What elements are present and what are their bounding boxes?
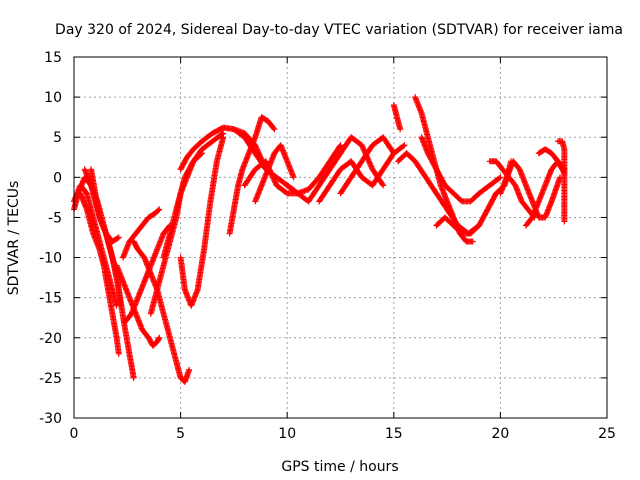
series-arc-03 <box>77 190 122 357</box>
y-tick-label: -20 <box>39 331 62 347</box>
data-points <box>71 94 568 385</box>
series-arc-14 <box>226 114 278 237</box>
x-tick-label: 5 <box>176 426 185 442</box>
data-point <box>115 234 122 241</box>
x-tick-label: 10 <box>278 426 296 442</box>
series-arc-07 <box>113 262 163 349</box>
series-arc-17 <box>252 142 297 205</box>
x-tick-label: 0 <box>70 426 79 442</box>
y-tick-label: -5 <box>48 210 62 226</box>
data-point <box>290 174 297 181</box>
y-axis-label: SDTVAR / TECUs <box>6 181 22 296</box>
data-point <box>337 142 344 149</box>
y-tick-label: 5 <box>53 130 62 146</box>
data-point <box>561 218 568 225</box>
x-tick-label: 20 <box>491 426 509 442</box>
series-arc-08 <box>122 222 173 325</box>
data-point <box>155 207 162 214</box>
x-tick-label: 15 <box>385 426 403 442</box>
x-tick-label: 25 <box>598 426 616 442</box>
series-arc-12 <box>177 134 227 309</box>
data-point <box>397 126 404 133</box>
series-isolated <box>554 138 568 225</box>
data-point <box>271 126 278 133</box>
data-point <box>400 143 407 150</box>
data-point <box>496 175 503 182</box>
data-point <box>469 238 476 245</box>
data-point <box>379 181 386 188</box>
y-tick-label: 0 <box>53 170 62 186</box>
y-tick-label: 10 <box>44 90 62 106</box>
series-arc-06 <box>120 206 163 261</box>
y-tick-label: 15 <box>44 50 62 66</box>
y-tick-label: -10 <box>39 251 62 267</box>
data-point <box>130 374 137 381</box>
y-tick-label: -15 <box>39 291 62 307</box>
series-arc-27 <box>497 158 564 221</box>
data-point <box>156 206 163 213</box>
plot-frame <box>73 56 608 419</box>
data-point <box>220 134 227 141</box>
x-axis-label: GPS time / hours <box>281 459 398 475</box>
data-point <box>336 143 343 150</box>
series-arc-24 <box>418 134 504 205</box>
series-arc-21 <box>390 102 404 133</box>
data-point <box>115 350 122 357</box>
axis-ticks: 0 5 10 15 20 25 -30 -25 -20 -15 -10 -5 0 5 10 15 <box>39 50 616 442</box>
data-point <box>270 125 277 132</box>
data-point <box>497 174 504 181</box>
y-tick-label: -30 <box>39 411 62 427</box>
data-point <box>156 334 163 341</box>
data-point <box>401 142 408 149</box>
data-point <box>380 182 387 189</box>
y-tick-label: -25 <box>39 371 62 387</box>
data-point <box>389 149 396 156</box>
data-point <box>114 235 121 242</box>
data-point <box>219 131 226 138</box>
grid <box>74 57 607 418</box>
series-arc-20 <box>337 134 397 197</box>
data-point <box>390 150 397 157</box>
data-point <box>186 366 193 373</box>
series-arc-05 <box>88 166 137 381</box>
chart-title: Day 320 of 2024, Sidereal Day-to-day VTE… <box>55 22 623 38</box>
